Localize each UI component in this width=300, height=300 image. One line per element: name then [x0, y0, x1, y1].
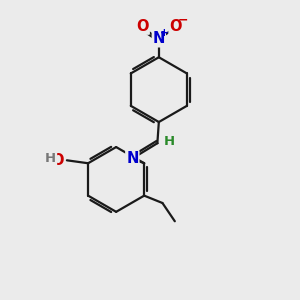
- Text: O: O: [51, 153, 64, 168]
- Text: O: O: [169, 19, 182, 34]
- Text: N: N: [153, 32, 165, 46]
- Text: +: +: [160, 28, 169, 38]
- Text: −: −: [178, 13, 188, 26]
- Text: O: O: [136, 19, 149, 34]
- Text: H: H: [45, 152, 56, 165]
- Text: H: H: [164, 135, 175, 148]
- Text: N: N: [126, 151, 139, 166]
